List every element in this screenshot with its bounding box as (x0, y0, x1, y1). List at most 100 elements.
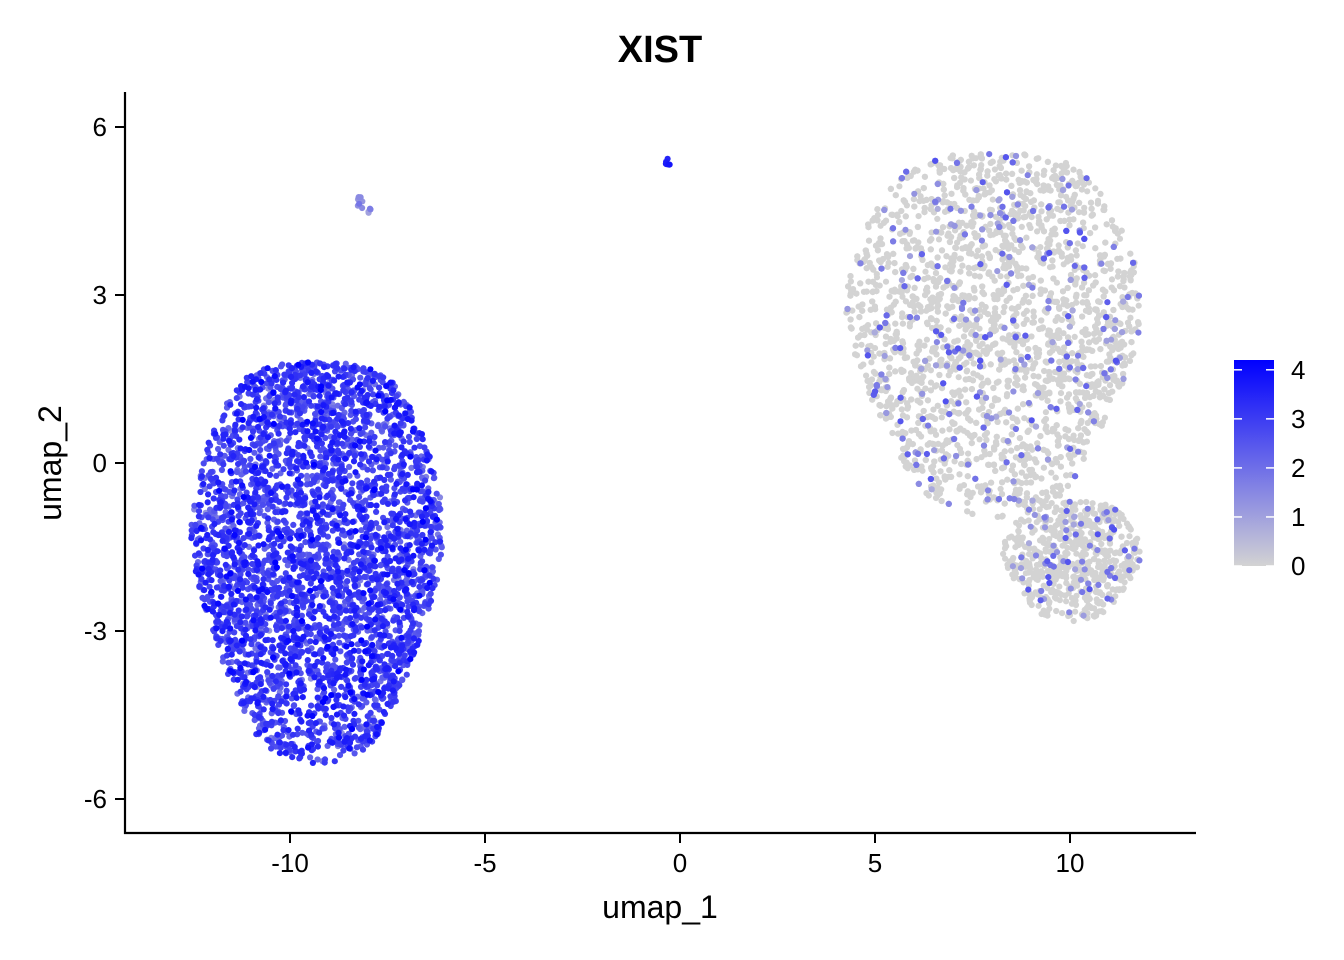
cell-point (995, 496, 1003, 503)
cell-point (992, 305, 999, 312)
cell-point (994, 418, 1001, 425)
cell-point (985, 379, 992, 386)
cell-point (916, 198, 923, 205)
cell-point (1071, 333, 1078, 340)
cell-point (1077, 499, 1084, 506)
cell-point (1056, 597, 1063, 604)
cell-point (1110, 306, 1117, 314)
cell-point (1100, 325, 1107, 333)
cell-point (956, 255, 963, 262)
cell-point (924, 397, 932, 404)
cell-point (862, 247, 869, 254)
cell-point (1079, 558, 1086, 565)
cell-point (960, 427, 967, 434)
cell-point (923, 490, 930, 497)
cell-point (948, 233, 955, 241)
cell-point (996, 366, 1003, 373)
cell-point (989, 158, 996, 165)
cell-point (974, 232, 982, 239)
cell-point (986, 254, 993, 262)
cell-point (1056, 305, 1063, 312)
cell-point (1001, 303, 1008, 311)
cell-point (1020, 214, 1027, 221)
cell-point (1092, 245, 1099, 252)
cell-point (942, 310, 949, 317)
cell-point (1047, 187, 1054, 194)
cell-point (1023, 494, 1030, 501)
cell-point (1021, 178, 1028, 185)
cell-point (872, 388, 879, 395)
cell-point (1010, 388, 1017, 395)
cell-point (1027, 190, 1034, 197)
cell-point (1084, 505, 1091, 512)
cell-point (969, 197, 977, 204)
cell-point (889, 211, 896, 218)
cell-point (1063, 527, 1070, 534)
cell-point (994, 350, 1001, 357)
cell-point (1009, 193, 1016, 200)
cell-point (1065, 313, 1072, 320)
cell-point (920, 185, 927, 192)
cell-point (966, 270, 973, 277)
cell-point (1009, 563, 1017, 570)
cell-point (1091, 410, 1098, 417)
cell-point (1110, 518, 1118, 525)
cell-point (1027, 224, 1034, 231)
cell-point (1044, 397, 1051, 404)
cell-point (1035, 353, 1042, 360)
cell-point (1068, 256, 1075, 263)
cell-point (955, 400, 962, 407)
cell-point (241, 707, 248, 715)
cell-point (852, 351, 859, 358)
cell-point (1016, 187, 1024, 194)
cell-point (859, 325, 866, 332)
cell-point (937, 290, 945, 298)
cell-point (1058, 316, 1065, 323)
cell-point (1075, 448, 1082, 455)
cell-point (1036, 217, 1043, 225)
cell-point (973, 393, 981, 400)
cell-point (898, 175, 906, 182)
cell-point (925, 422, 932, 429)
cell-point (979, 179, 986, 186)
cell-point (1109, 223, 1116, 230)
cell-point (951, 458, 958, 465)
cell-point (1092, 306, 1099, 313)
cell-point (910, 196, 918, 203)
cell-point (958, 305, 966, 312)
cell-point (1083, 292, 1090, 299)
cell-point (1080, 209, 1088, 216)
cell-point (1083, 383, 1090, 390)
cell-point (991, 176, 998, 183)
cell-point (913, 373, 920, 380)
cell-point (964, 473, 971, 480)
cell-point (902, 226, 909, 233)
cell-point (992, 327, 999, 334)
cell-point (1128, 328, 1135, 335)
cell-point (930, 297, 937, 304)
cell-point (973, 456, 980, 463)
cell-point (964, 499, 971, 506)
cell-point (1106, 382, 1114, 389)
cell-point (1072, 247, 1079, 254)
cell-point (1060, 203, 1068, 210)
cell-point (1086, 308, 1093, 315)
cell-point (914, 223, 922, 231)
cell-point (1038, 224, 1045, 231)
cell-point (1026, 163, 1033, 170)
cell-point (852, 342, 859, 349)
cell-point (1060, 296, 1067, 303)
cell-point (1021, 518, 1028, 525)
cell-point (1031, 456, 1038, 463)
cell-point (1076, 199, 1083, 206)
cell-point (1092, 524, 1099, 531)
cell-point (1019, 575, 1026, 582)
cell-point (1010, 317, 1017, 324)
cell-point (1041, 524, 1049, 531)
cell-point (897, 345, 904, 352)
cell-point (1094, 516, 1101, 523)
cell-point (1120, 515, 1127, 523)
cell-point (1080, 364, 1087, 372)
cell-point (1047, 290, 1055, 297)
